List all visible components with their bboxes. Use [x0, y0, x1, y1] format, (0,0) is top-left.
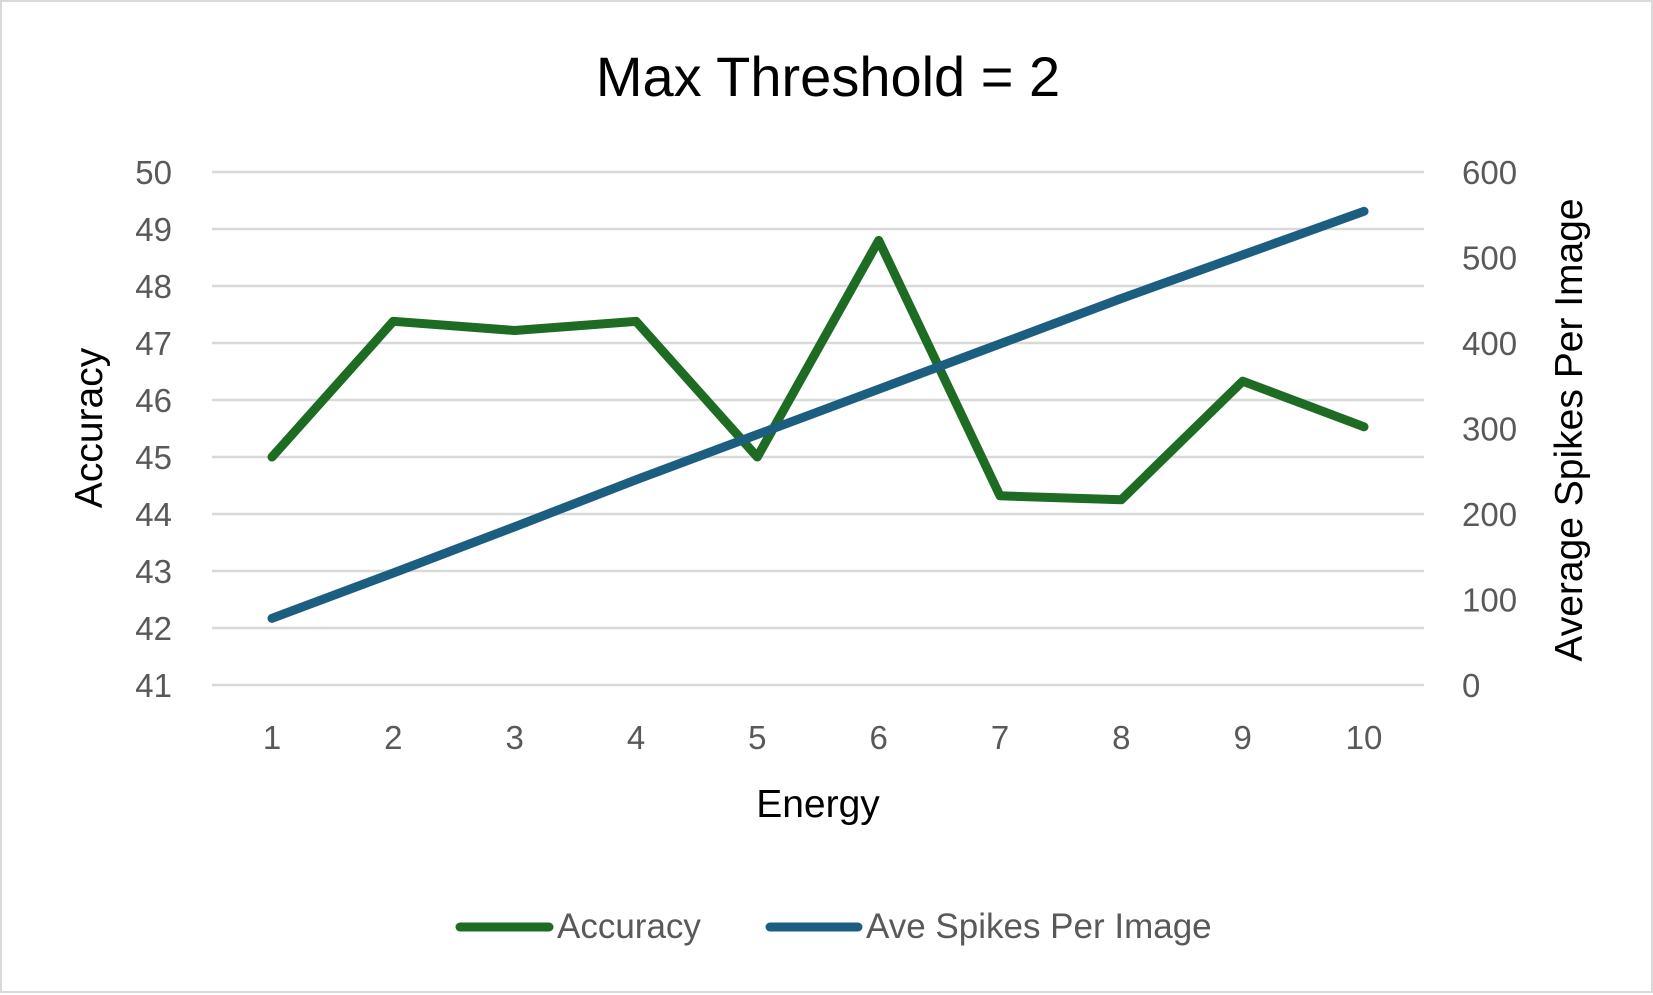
y2-axis-title: Average Spikes Per Image: [1548, 198, 1591, 661]
y-tick-label: 47: [135, 325, 172, 362]
x-tick-label: 6: [869, 719, 887, 756]
y2-tick-label: 0: [1462, 667, 1480, 704]
x-tick-label: 3: [505, 719, 523, 756]
series-line-ave-spikes: [267, 206, 1369, 623]
gridlines: [212, 170, 1424, 687]
series-line-accuracy: [267, 235, 1369, 505]
series-lines: [267, 206, 1369, 623]
x-tick-label: 7: [991, 719, 1009, 756]
y2-tick-label: 600: [1462, 154, 1517, 191]
y2-tick-label: 400: [1462, 325, 1517, 362]
legend: Accuracy Ave Spikes Per Image: [455, 907, 1212, 946]
legend-label-ave-spikes: Ave Spikes Per Image: [866, 907, 1212, 946]
y-tick-label: 42: [135, 610, 172, 647]
y-tick-label: 50: [135, 154, 172, 191]
x-tick-label: 8: [1112, 719, 1130, 756]
x-tick-label: 9: [1233, 719, 1251, 756]
legend-label-accuracy: Accuracy: [557, 907, 701, 946]
y2-tick-label: 300: [1462, 411, 1517, 448]
x-tick-label: 5: [748, 719, 766, 756]
tick-labels: 4142434445464748495001002003004005006001…: [135, 154, 1517, 756]
y-tick-label: 49: [135, 211, 172, 248]
y-tick-label: 41: [135, 667, 172, 704]
y2-tick-label: 200: [1462, 496, 1517, 533]
chart-title: Max Threshold = 2: [596, 45, 1060, 108]
y-tick-label: 45: [135, 439, 172, 476]
x-tick-label: 2: [384, 719, 402, 756]
x-tick-label: 4: [627, 719, 645, 756]
x-axis-title: Energy: [756, 783, 880, 826]
y2-tick-label: 100: [1462, 582, 1517, 619]
x-tick-label: 10: [1346, 719, 1383, 756]
x-tick-label: 1: [263, 719, 281, 756]
y-tick-label: 48: [135, 268, 172, 305]
y-tick-label: 46: [135, 382, 172, 419]
y-axis-title: Accuracy: [68, 347, 111, 508]
y2-tick-label: 500: [1462, 240, 1517, 277]
y-tick-label: 43: [135, 553, 172, 590]
y-tick-label: 44: [135, 496, 172, 533]
